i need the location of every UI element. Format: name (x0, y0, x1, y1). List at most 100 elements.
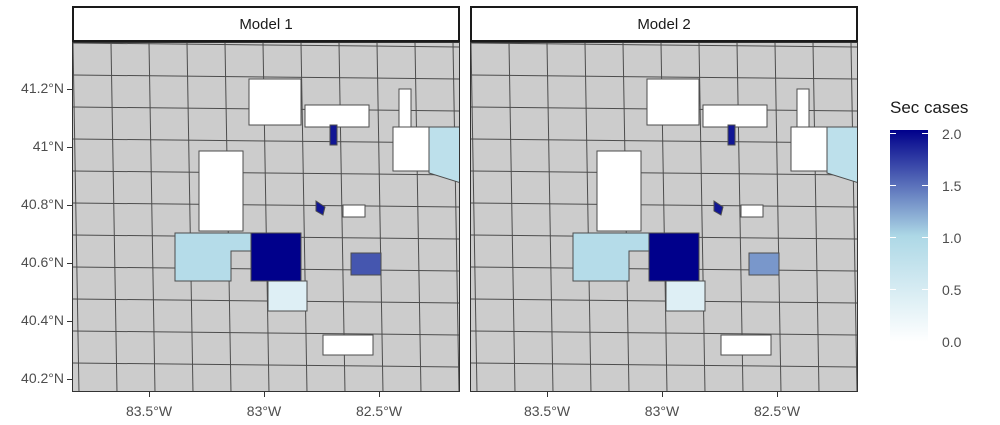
x-tick-label-83-p1: 83°W (246, 403, 282, 419)
region-zero-cases (198, 150, 244, 232)
y-tick-label-40.8: 40.8°N (21, 196, 64, 212)
region-southeast-block (350, 252, 382, 276)
region-north-small (329, 124, 338, 146)
x-tick-mark (379, 392, 380, 397)
legend-title: Sec cases (890, 98, 969, 117)
legend-tick-mark (890, 289, 896, 290)
map-panel-1 (72, 42, 460, 392)
county-border (471, 74, 857, 80)
y-tick-label-41: 41°N (32, 138, 64, 154)
region-north-small (727, 124, 736, 146)
county-border (73, 330, 459, 336)
x-tick-label-83.5-p2: 83.5°W (523, 403, 571, 419)
panel-2-strip: Model 2 (470, 6, 858, 42)
county-border (300, 43, 308, 391)
legend-tick-mark (922, 237, 928, 238)
y-tick-mark (67, 205, 72, 206)
y-tick-label-40.4: 40.4°N (21, 312, 64, 328)
region-zero-cases (796, 88, 810, 128)
county-border (148, 43, 156, 391)
county-border (73, 74, 459, 80)
region-zero-cases (740, 204, 764, 218)
y-tick-mark (67, 321, 72, 322)
region-southeast-block (748, 252, 780, 276)
county-border (414, 43, 422, 391)
map-panel-2-regions (471, 43, 857, 391)
region-zero-cases (342, 204, 366, 218)
region-zero-cases (304, 104, 370, 128)
y-tick-label-40.2: 40.2°N (21, 370, 64, 386)
county-border (471, 170, 857, 176)
legend-label-1.5: 1.5 (942, 178, 962, 194)
county-border (73, 202, 459, 208)
map-panel-2 (470, 42, 858, 392)
legend-label-2.0: 2.0 (942, 126, 962, 142)
panel-2-strip-label: Model 2 (637, 15, 691, 33)
legend-label-0.5: 0.5 (942, 282, 962, 298)
county-border (471, 362, 857, 368)
x-tick-mark (264, 392, 265, 397)
legend-tick-mark (922, 289, 928, 290)
county-border (584, 43, 592, 391)
county-border (546, 43, 554, 391)
county-border (73, 298, 459, 304)
legend-tick-mark (890, 185, 896, 186)
x-tick-label-83-p2: 83°W (644, 403, 680, 419)
x-tick-label-82.5-p2: 82.5°W (753, 403, 801, 419)
region-zero-cases (392, 126, 430, 172)
region-south-center (267, 280, 308, 312)
county-border (471, 298, 857, 304)
county-border (376, 43, 384, 391)
county-border (508, 43, 516, 391)
county-border (73, 43, 459, 48)
y-tick-label-41.2: 41.2°N (21, 80, 64, 96)
region-zero-cases (646, 78, 700, 126)
map-panel-1-regions (73, 43, 459, 391)
region-zero-cases (702, 104, 768, 128)
map-panel-1-svg (73, 43, 459, 391)
legend-tick-mark (890, 237, 896, 238)
county-border (452, 43, 459, 391)
county-border (812, 43, 820, 391)
county-border (471, 330, 857, 336)
county-border (73, 43, 80, 391)
legend-tick-mark (922, 185, 928, 186)
county-border (774, 43, 782, 391)
y-tick-mark (67, 263, 72, 264)
y-tick-mark (67, 89, 72, 90)
county-border (850, 43, 857, 391)
legend-label-0.0: 0.0 (942, 334, 962, 350)
x-tick-mark (149, 392, 150, 397)
county-border (186, 43, 194, 391)
x-tick-mark (662, 392, 663, 397)
x-tick-mark (547, 392, 548, 397)
panel-1-strip: Model 1 (72, 6, 460, 42)
county-border (110, 43, 118, 391)
legend-tick-mark (890, 133, 896, 134)
y-tick-label-40.6: 40.6°N (21, 254, 64, 270)
region-zero-cases (248, 78, 302, 126)
county-border (73, 362, 459, 368)
y-tick-mark (67, 147, 72, 148)
county-border (471, 43, 478, 391)
y-tick-mark (67, 379, 72, 380)
county-border (698, 43, 706, 391)
county-border (73, 170, 459, 176)
legend-tick-mark (922, 133, 928, 134)
region-zero-cases (322, 334, 374, 356)
region-zero-cases (720, 334, 772, 356)
map-panel-2-svg (471, 43, 857, 391)
region-zero-cases (790, 126, 828, 172)
region-center-large (648, 232, 700, 282)
region-south-center (665, 280, 706, 312)
region-northeast-strip (826, 126, 857, 183)
region-zero-cases (596, 150, 642, 232)
region-zero-cases (398, 88, 412, 128)
panel-1-strip-label: Model 1 (239, 15, 293, 33)
x-tick-label-83.5-p1: 83.5°W (125, 403, 173, 419)
region-center-east-small (713, 200, 724, 216)
county-border (471, 202, 857, 208)
x-tick-mark (777, 392, 778, 397)
county-border (471, 43, 857, 48)
x-tick-label-82.5-p1: 82.5°W (355, 403, 403, 419)
